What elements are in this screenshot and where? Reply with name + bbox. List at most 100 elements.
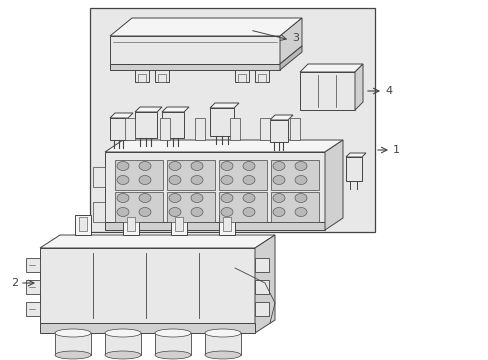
Bar xyxy=(26,302,40,316)
Ellipse shape xyxy=(155,351,191,359)
Bar xyxy=(26,280,40,294)
Ellipse shape xyxy=(117,175,129,184)
Polygon shape xyxy=(325,140,342,230)
Polygon shape xyxy=(254,70,268,82)
Bar xyxy=(127,217,135,231)
Polygon shape xyxy=(110,113,133,118)
Bar xyxy=(135,112,157,138)
Ellipse shape xyxy=(105,329,141,337)
Polygon shape xyxy=(299,64,362,72)
Text: 1: 1 xyxy=(392,145,399,155)
Polygon shape xyxy=(105,140,342,152)
Ellipse shape xyxy=(117,194,129,202)
Ellipse shape xyxy=(294,207,306,216)
Bar xyxy=(238,74,245,82)
Ellipse shape xyxy=(272,175,285,184)
Polygon shape xyxy=(235,70,248,82)
Bar xyxy=(269,120,287,142)
Bar xyxy=(160,118,170,140)
Ellipse shape xyxy=(191,162,203,171)
Polygon shape xyxy=(280,46,302,70)
Ellipse shape xyxy=(204,329,241,337)
Polygon shape xyxy=(123,215,139,235)
Polygon shape xyxy=(269,115,292,120)
Bar xyxy=(105,152,325,222)
Bar xyxy=(270,192,318,222)
Bar xyxy=(204,333,241,355)
Polygon shape xyxy=(110,64,280,70)
Bar xyxy=(223,217,230,231)
Polygon shape xyxy=(280,18,302,64)
Polygon shape xyxy=(354,64,362,110)
Bar xyxy=(175,217,183,231)
Polygon shape xyxy=(162,107,189,112)
Ellipse shape xyxy=(294,194,306,202)
Bar xyxy=(105,222,325,230)
Ellipse shape xyxy=(243,194,254,202)
Bar xyxy=(90,8,374,232)
Ellipse shape xyxy=(243,162,254,171)
Bar xyxy=(162,112,183,138)
Polygon shape xyxy=(155,70,169,82)
Bar xyxy=(167,160,215,190)
Bar xyxy=(125,118,135,140)
Ellipse shape xyxy=(139,207,151,216)
Bar xyxy=(346,157,361,181)
Bar xyxy=(270,160,318,190)
Ellipse shape xyxy=(294,175,306,184)
Ellipse shape xyxy=(169,194,181,202)
Ellipse shape xyxy=(139,162,151,171)
Ellipse shape xyxy=(55,329,91,337)
Ellipse shape xyxy=(191,175,203,184)
Text: 4: 4 xyxy=(384,86,391,96)
Polygon shape xyxy=(110,36,280,64)
Ellipse shape xyxy=(272,162,285,171)
Ellipse shape xyxy=(139,194,151,202)
Polygon shape xyxy=(209,103,239,108)
Ellipse shape xyxy=(204,351,241,359)
Ellipse shape xyxy=(139,175,151,184)
Bar xyxy=(229,118,240,140)
Bar xyxy=(195,118,204,140)
Bar xyxy=(115,160,163,190)
Bar xyxy=(115,192,163,222)
Bar xyxy=(40,248,254,323)
Ellipse shape xyxy=(169,175,181,184)
Bar xyxy=(209,108,234,136)
Bar xyxy=(219,192,266,222)
Ellipse shape xyxy=(169,207,181,216)
Ellipse shape xyxy=(191,207,203,216)
Polygon shape xyxy=(75,215,91,235)
Ellipse shape xyxy=(272,194,285,202)
Polygon shape xyxy=(254,235,274,333)
Bar xyxy=(254,302,268,316)
Ellipse shape xyxy=(221,162,232,171)
Ellipse shape xyxy=(55,351,91,359)
Ellipse shape xyxy=(191,194,203,202)
Ellipse shape xyxy=(221,207,232,216)
Ellipse shape xyxy=(117,207,129,216)
Polygon shape xyxy=(135,107,162,112)
Ellipse shape xyxy=(243,175,254,184)
Bar xyxy=(93,167,105,187)
Polygon shape xyxy=(110,18,302,36)
Polygon shape xyxy=(40,235,274,248)
Bar xyxy=(79,217,87,231)
Ellipse shape xyxy=(221,175,232,184)
Polygon shape xyxy=(219,215,235,235)
Bar xyxy=(138,74,146,82)
Bar xyxy=(93,202,105,222)
Bar xyxy=(158,74,165,82)
Text: 3: 3 xyxy=(291,33,298,43)
Bar xyxy=(299,72,354,110)
Bar xyxy=(155,333,191,355)
Bar xyxy=(105,333,141,355)
Ellipse shape xyxy=(243,207,254,216)
Bar xyxy=(26,258,40,272)
Bar xyxy=(167,192,215,222)
Bar xyxy=(260,118,269,140)
Bar xyxy=(110,118,128,140)
Bar xyxy=(40,323,254,333)
Bar xyxy=(219,160,266,190)
Ellipse shape xyxy=(294,162,306,171)
